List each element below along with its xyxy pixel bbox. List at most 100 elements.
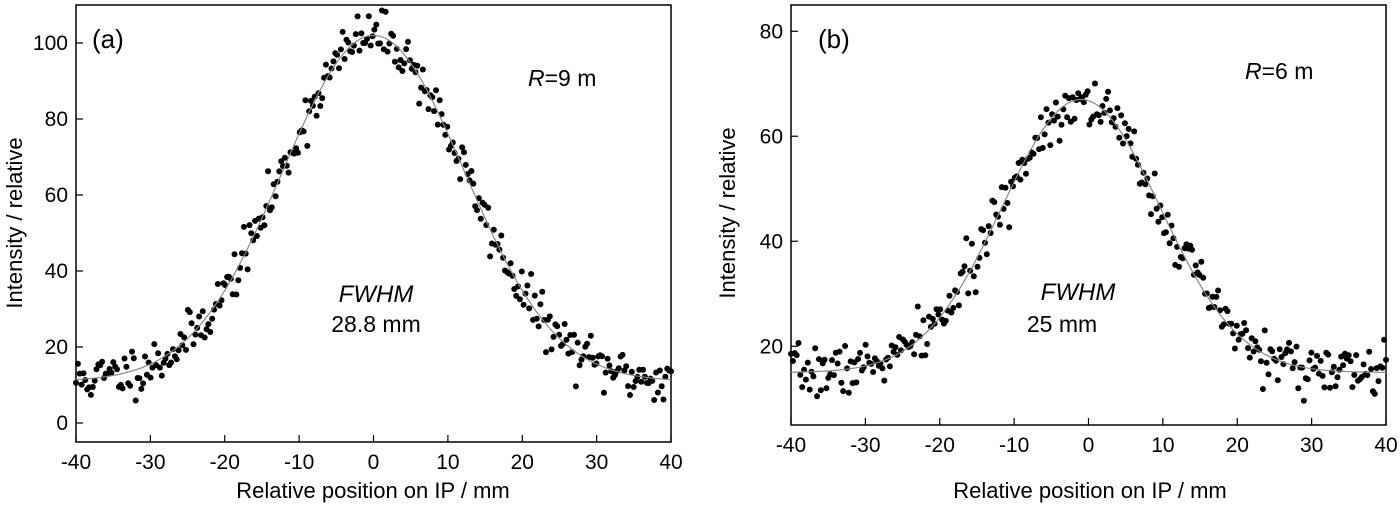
data-point bbox=[922, 352, 929, 359]
data-point bbox=[1364, 372, 1371, 379]
y-tick-label: 20 bbox=[45, 336, 68, 359]
data-point bbox=[186, 309, 193, 316]
data-point bbox=[1058, 121, 1065, 128]
x-tick-label: -10 bbox=[284, 451, 314, 474]
data-point bbox=[1265, 371, 1272, 378]
data-point bbox=[795, 340, 802, 346]
data-point bbox=[886, 363, 893, 370]
data-point bbox=[1213, 293, 1220, 300]
data-point bbox=[572, 383, 579, 390]
x-axis-label: Relative position on IP / mm bbox=[953, 478, 1227, 503]
data-point bbox=[1121, 120, 1128, 127]
data-point bbox=[1289, 365, 1296, 372]
data-point bbox=[1330, 363, 1337, 370]
data-point bbox=[1215, 287, 1222, 294]
data-point bbox=[1258, 358, 1264, 365]
data-point bbox=[968, 240, 975, 247]
data-point bbox=[543, 349, 549, 356]
data-point bbox=[1224, 308, 1231, 315]
data-point bbox=[627, 392, 633, 398]
data-point bbox=[334, 51, 341, 58]
data-point bbox=[1116, 134, 1123, 141]
data-point bbox=[604, 355, 611, 362]
data-point bbox=[142, 353, 148, 360]
data-point bbox=[433, 87, 439, 94]
data-point bbox=[391, 58, 398, 65]
x-tick-label: -40 bbox=[61, 451, 91, 474]
data-point bbox=[183, 346, 189, 353]
data-point bbox=[175, 347, 182, 354]
data-point bbox=[836, 348, 843, 355]
data-point bbox=[1097, 118, 1104, 125]
data-point bbox=[147, 374, 154, 381]
data-point bbox=[1103, 95, 1110, 102]
data-point bbox=[1075, 90, 1082, 97]
data-point bbox=[403, 46, 410, 53]
data-point bbox=[136, 375, 143, 382]
data-point bbox=[789, 358, 796, 364]
data-point bbox=[1056, 137, 1063, 144]
data-point bbox=[842, 343, 849, 349]
data-point bbox=[240, 223, 247, 230]
data-point bbox=[656, 367, 663, 374]
data-point bbox=[862, 341, 869, 348]
data-point bbox=[345, 39, 352, 46]
panel-label: (a) bbox=[92, 24, 124, 54]
data-point bbox=[477, 215, 484, 222]
data-point bbox=[416, 100, 423, 107]
axis-ticks bbox=[790, 30, 1387, 425]
data-point bbox=[1319, 372, 1326, 379]
fwhm-label: FWHM bbox=[339, 281, 414, 308]
data-point bbox=[1269, 348, 1276, 355]
x-tick-label: 40 bbox=[1374, 434, 1397, 457]
x-tick-label: 30 bbox=[1300, 434, 1323, 457]
data-point bbox=[1060, 106, 1067, 113]
data-point bbox=[244, 266, 251, 273]
radius-symbol: R bbox=[1245, 58, 1262, 84]
data-point bbox=[390, 32, 397, 39]
data-point bbox=[797, 371, 804, 378]
data-point bbox=[1327, 384, 1333, 391]
data-point bbox=[207, 329, 214, 335]
radius-annotation: R=9 m bbox=[528, 65, 596, 91]
data-point bbox=[554, 323, 561, 330]
data-point bbox=[1383, 356, 1389, 363]
data-point bbox=[1235, 336, 1242, 343]
data-point bbox=[475, 195, 482, 202]
data-point bbox=[341, 56, 348, 62]
y-tick-label: 40 bbox=[45, 260, 68, 283]
x-tick-label: 0 bbox=[1083, 434, 1095, 457]
data-point bbox=[1246, 354, 1253, 361]
data-point bbox=[121, 355, 128, 362]
data-point bbox=[377, 40, 383, 47]
data-point bbox=[830, 372, 837, 379]
x-tick-label: 30 bbox=[585, 451, 608, 474]
data-point bbox=[356, 47, 363, 54]
data-point bbox=[950, 304, 957, 311]
data-point bbox=[431, 108, 438, 115]
x-tick-label: 40 bbox=[659, 451, 682, 474]
data-point bbox=[660, 396, 667, 403]
data-point bbox=[816, 356, 822, 363]
data-point bbox=[520, 301, 527, 308]
y-axis-label: Intensity / relative bbox=[715, 127, 740, 298]
panel-a: -40 -30 -20 -10 0 10 20 30 40 0 20 40 60 80 100 (a) R=… bbox=[2, 4, 683, 503]
data-point bbox=[537, 301, 544, 308]
x-tick-label: -20 bbox=[925, 434, 955, 457]
data-point bbox=[395, 64, 402, 71]
data-point bbox=[419, 66, 426, 73]
x-tick-label: -40 bbox=[776, 434, 806, 457]
data-point bbox=[929, 315, 936, 322]
data-point bbox=[371, 26, 378, 33]
data-points bbox=[73, 7, 674, 404]
data-point bbox=[1371, 390, 1378, 397]
data-point bbox=[600, 389, 607, 396]
data-point bbox=[920, 317, 927, 324]
data-point bbox=[127, 382, 134, 389]
data-point bbox=[814, 393, 821, 400]
radius-value: =6 m bbox=[1262, 58, 1314, 84]
y-axis-label: Intensity / relative bbox=[2, 137, 27, 308]
data-point bbox=[576, 362, 583, 369]
data-point bbox=[972, 289, 979, 296]
